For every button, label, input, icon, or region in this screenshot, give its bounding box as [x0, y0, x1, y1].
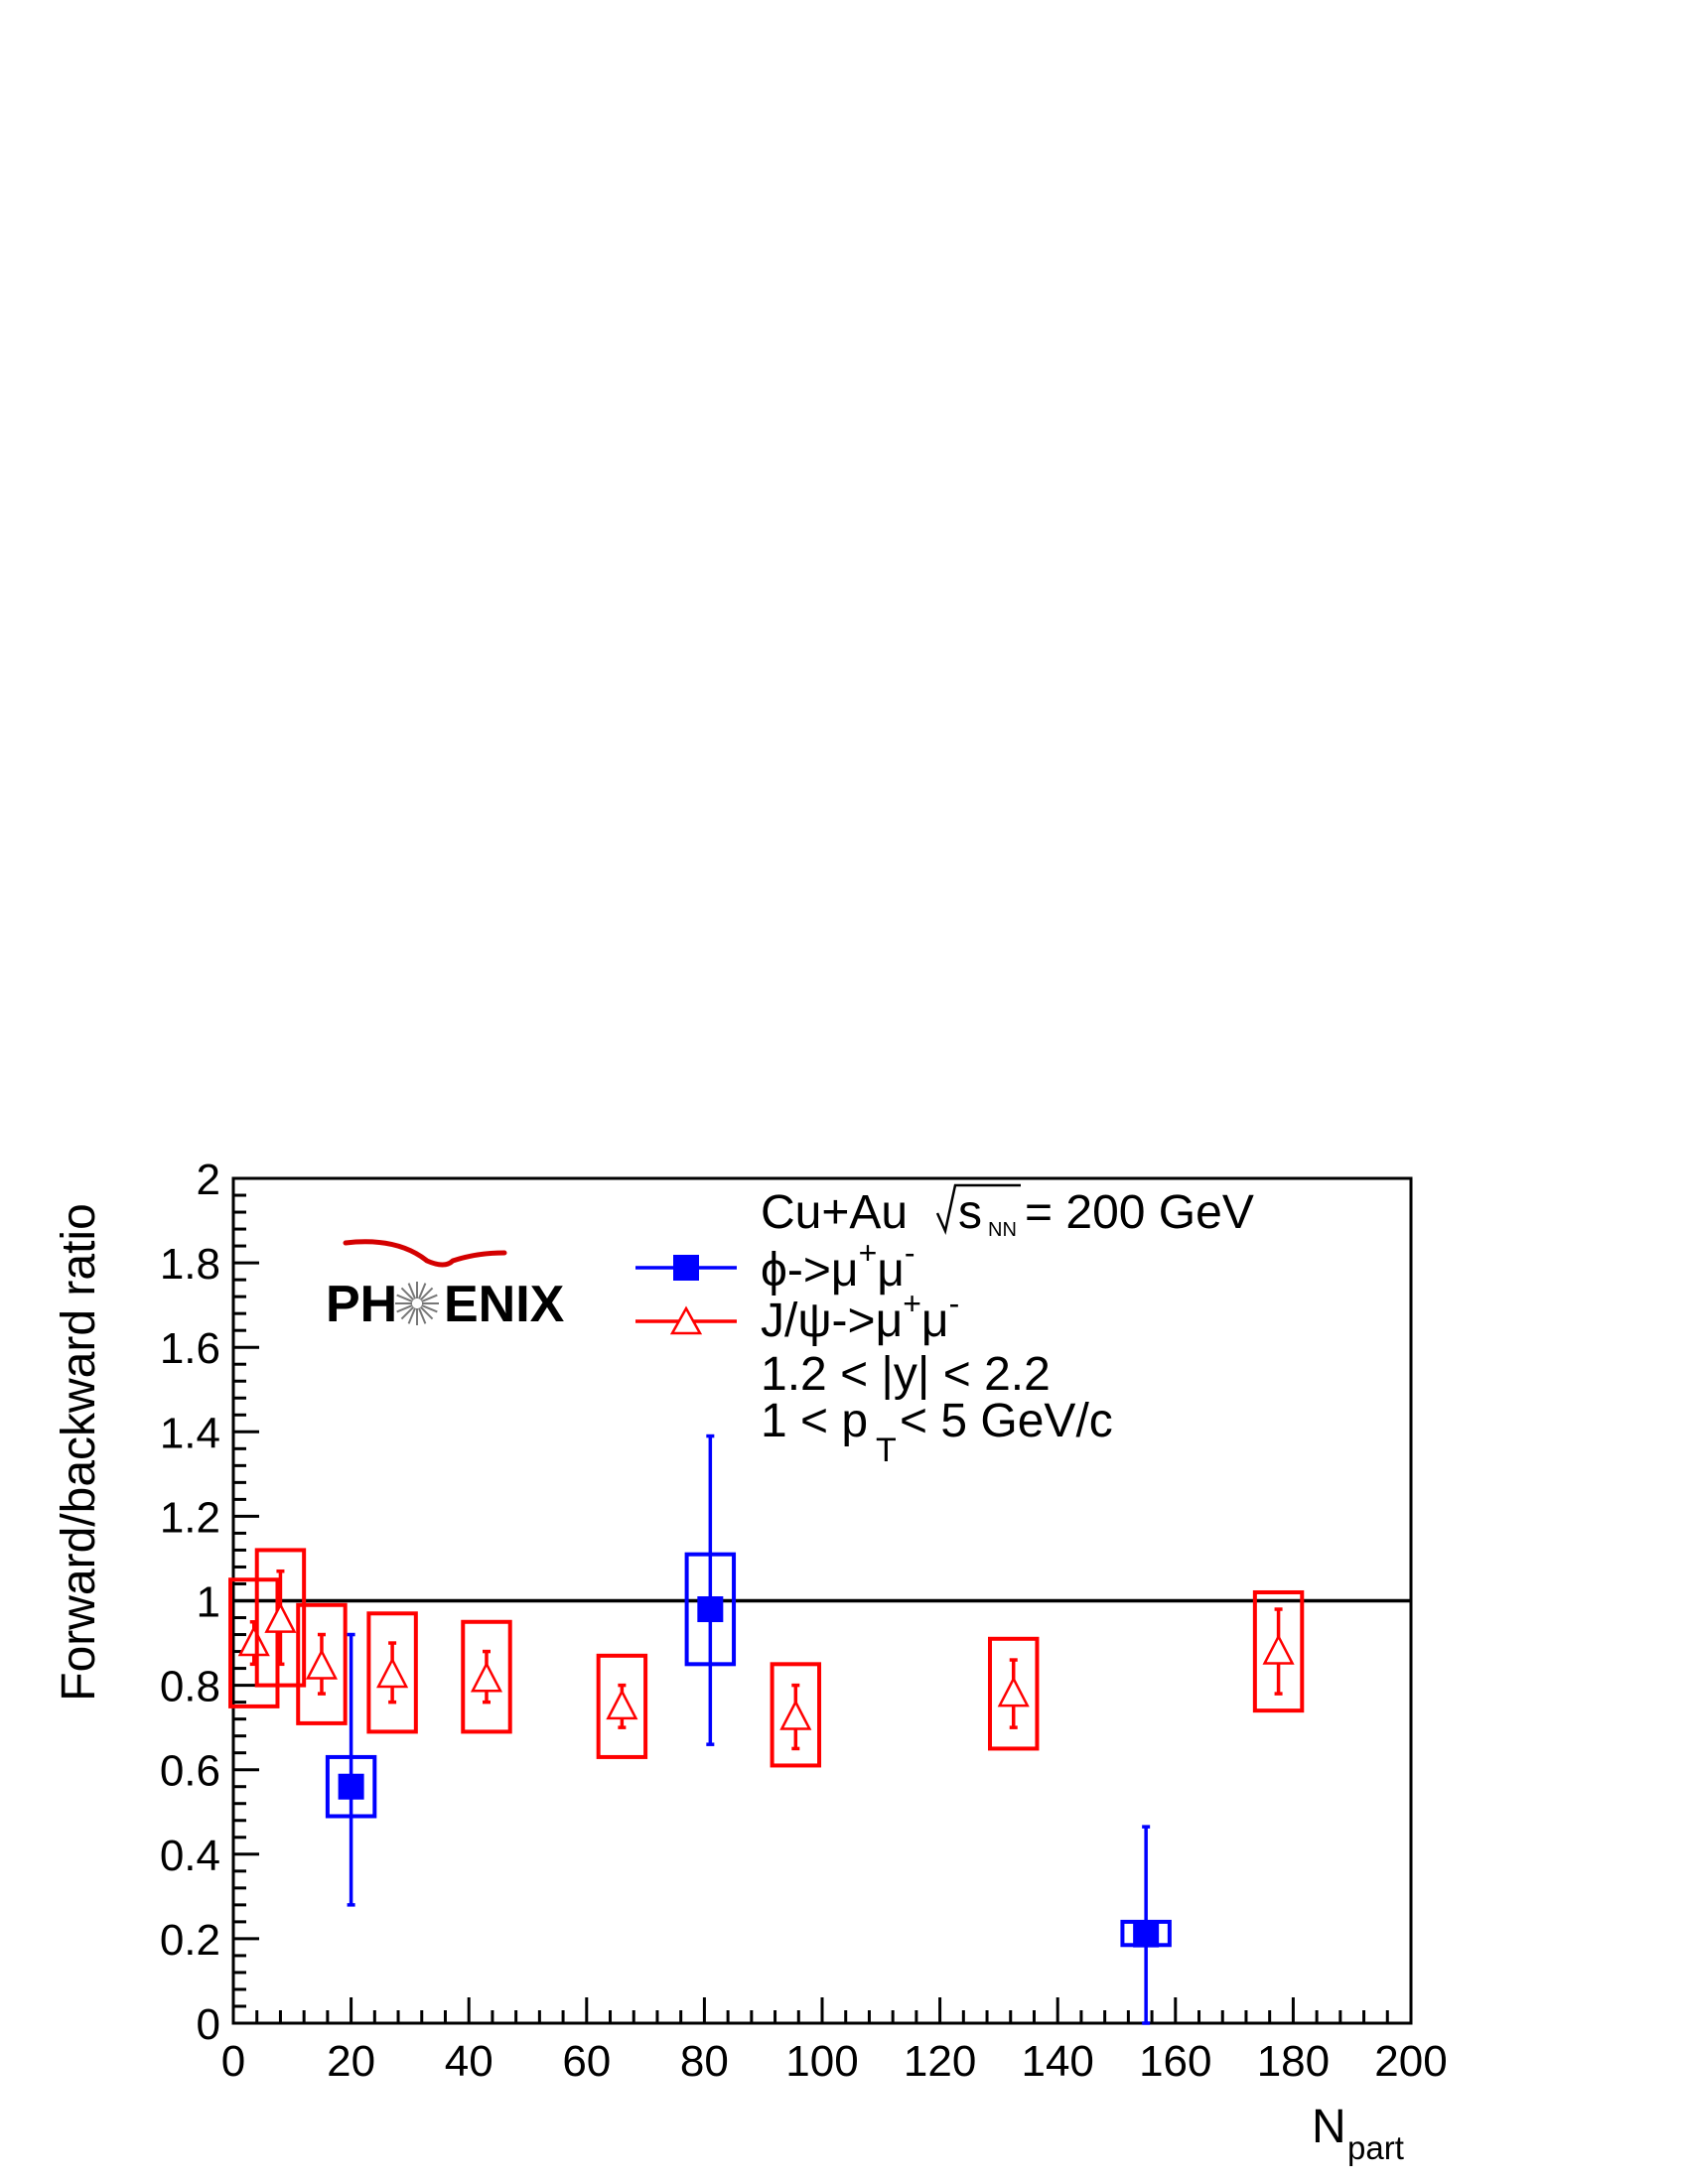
sqrt-s-sub: NN [988, 1219, 1017, 1241]
systematic-box [988, 1636, 1040, 1751]
data-point [697, 1596, 724, 1623]
pt-prefix: 1 < p [761, 1395, 868, 1447]
systematic-box [770, 1662, 822, 1768]
data-point [606, 1689, 638, 1720]
systematic-box [254, 1548, 307, 1688]
logo-star-ray [417, 1283, 427, 1299]
x-tick-label: 60 [562, 2037, 611, 2086]
systematic-box [228, 1577, 280, 1708]
x-axis-title: N part [1312, 2101, 1404, 2166]
data-point [997, 1676, 1030, 1707]
legend-phi-label: ϕ->μ+μ- [761, 1235, 915, 1297]
data-point [237, 1625, 270, 1657]
x-tick-label: 120 [904, 2037, 976, 2086]
x-tick-label: 0 [221, 2037, 245, 2086]
energy-annotation: Cu+Au s NN = 200 GeV [761, 1183, 1254, 1241]
y-tick-label: 0.8 [160, 1663, 220, 1711]
x-tick-label: 100 [785, 2037, 858, 2086]
data-point [305, 1648, 339, 1680]
logo-star-ray [400, 1305, 415, 1320]
logo-swoosh [343, 1239, 507, 1268]
system-prefix: Cu+Au [761, 1186, 908, 1239]
sqrt-s-text: s [958, 1186, 982, 1239]
legend-jpsi-marker [669, 1305, 703, 1335]
x-tick-label: 40 [445, 2037, 493, 2086]
legend: ϕ->μ+μ- J/ψ->μ+μ- [635, 1235, 959, 1347]
rapidity-annotation: 1.2 < |y| < 2.2 [761, 1348, 1051, 1401]
logo-star-icon [395, 1282, 439, 1325]
x-tick-label: 200 [1374, 2037, 1447, 2086]
logo-star-ray [417, 1307, 427, 1324]
y-tick-label: 2 [197, 1156, 220, 1204]
y-tick-label: 1.8 [160, 1240, 220, 1289]
logo-star-ray [396, 1303, 413, 1313]
y-tick-label: 0.4 [160, 1832, 220, 1880]
series-phi [325, 1433, 1172, 2025]
pt-annotation: 1 < p T < 5 GeV/c [761, 1395, 1113, 1469]
data-point [1133, 1921, 1160, 1948]
y-tick-label: 1.6 [160, 1324, 220, 1373]
x-axis-title-sub: part [1347, 2129, 1404, 2166]
y-tick-label: 1.4 [160, 1409, 220, 1457]
data-point [338, 1773, 364, 1800]
logo-star-ray [421, 1303, 438, 1313]
system-suffix: = 200 GeV [1025, 1186, 1254, 1239]
logo-star-ray [396, 1294, 413, 1303]
y-axis-title: Forward/backward ratio [53, 1203, 105, 1702]
logo-text-left: PH [326, 1276, 397, 1333]
systematic-box [461, 1619, 512, 1734]
legend-item-jpsi: J/ψ->μ+μ- [635, 1286, 959, 1347]
logo-star-ray [407, 1283, 417, 1299]
x-tick-label: 80 [680, 2037, 729, 2086]
phenix-logo: PH ENIX [326, 1239, 565, 1333]
series-jpsi [228, 1548, 1305, 1768]
logo-star-ray [419, 1287, 434, 1301]
pt-sub: T [876, 1432, 897, 1469]
x-tick-label: 160 [1139, 2037, 1211, 2086]
logo-star-ray [421, 1294, 438, 1303]
logo-star-ray [407, 1307, 417, 1324]
y-tick-label: 0.6 [160, 1747, 220, 1796]
axes: 0 20 40 60 80 100 120 140 160 180 200 0 0.2 0.4 0.6 0.8… [160, 1156, 1448, 2086]
data-point [779, 1699, 812, 1730]
sqrt-sign [935, 1183, 1021, 1235]
data-point [376, 1657, 409, 1689]
logo-star-ray [419, 1305, 434, 1320]
legend-item-phi: ϕ->μ+μ- [635, 1235, 915, 1297]
systematic-box [296, 1602, 348, 1725]
x-tick-label: 140 [1021, 2037, 1093, 2086]
y-tick-label: 1.2 [160, 1493, 220, 1542]
systematic-box [1252, 1589, 1305, 1713]
y-tick-label: 0.2 [160, 1916, 220, 1965]
y-tick-label: 1 [197, 1578, 220, 1627]
systematic-box [366, 1611, 418, 1734]
data-point [470, 1661, 503, 1693]
data-point [1262, 1633, 1295, 1665]
y-tick-label: 0 [197, 2000, 220, 2049]
data-point [264, 1601, 297, 1633]
pt-suffix: < 5 GeV/c [900, 1395, 1113, 1447]
logo-star-ray [400, 1287, 415, 1301]
logo-text-right: ENIX [444, 1276, 565, 1333]
x-tick-label: 20 [327, 2037, 375, 2086]
x-tick-label: 180 [1257, 2037, 1330, 2086]
x-axis-title-main: N [1312, 2101, 1346, 2153]
legend-phi-marker [673, 1255, 699, 1281]
systematic-box [596, 1653, 648, 1759]
legend-jpsi-label: J/ψ->μ+μ- [761, 1286, 959, 1347]
data-layer [228, 1433, 1305, 2025]
